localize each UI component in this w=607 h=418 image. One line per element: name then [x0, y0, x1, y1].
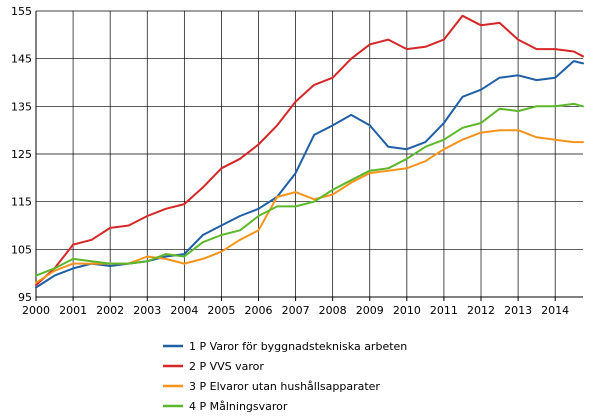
x-tick-label-2005: 2005 — [207, 304, 235, 317]
grid — [36, 10, 583, 297]
x-tick-label-2000: 2000 — [22, 304, 50, 317]
y-tick-label-115: 115 — [11, 196, 32, 209]
legend-label-3: 3 P Elvaror utan hushållsapparater — [189, 380, 380, 393]
axes: 95 105 115 125 135 145 155 2000 2001 2002 2003 2004… — [11, 5, 583, 317]
x-tick-label-2006: 2006 — [245, 304, 273, 317]
x-tick-label-2004: 2004 — [170, 304, 198, 317]
x-tick-label-2013: 2013 — [504, 304, 532, 317]
y-tick-label-125: 125 — [11, 148, 32, 161]
series-lines — [35, 14, 584, 289]
y-tick-label-95: 95 — [18, 291, 32, 304]
x-tick-label-2009: 2009 — [356, 304, 384, 317]
y-tick-label-145: 145 — [11, 53, 32, 66]
x-tick-label-2011: 2011 — [430, 304, 458, 317]
x-tick-label-2007: 2007 — [282, 304, 310, 317]
legend-label-2: 2 P VVS varor — [189, 360, 264, 373]
x-tick-label-2010: 2010 — [393, 304, 421, 317]
y-tick-label-135: 135 — [11, 100, 32, 113]
x-tick-label-2014: 2014 — [541, 304, 569, 317]
x-tick-label-2001: 2001 — [59, 304, 87, 317]
x-tick-label-2008: 2008 — [319, 304, 347, 317]
y-tick-label-155: 155 — [11, 5, 32, 18]
series-line-2 — [35, 14, 584, 287]
legend: 1 P Varor för byggnadstekniska arbeten 2 … — [163, 340, 407, 413]
x-tick-label-2012: 2012 — [467, 304, 495, 317]
x-tick-label-2003: 2003 — [133, 304, 161, 317]
series-line-4 — [35, 102, 584, 277]
legend-label-1: 1 P Varor för byggnadstekniska arbeten — [189, 340, 407, 353]
y-tick-label-105: 105 — [11, 243, 32, 256]
x-tick-label-2002: 2002 — [96, 304, 124, 317]
legend-label-4: 4 P Målningsvaror — [189, 400, 288, 413]
